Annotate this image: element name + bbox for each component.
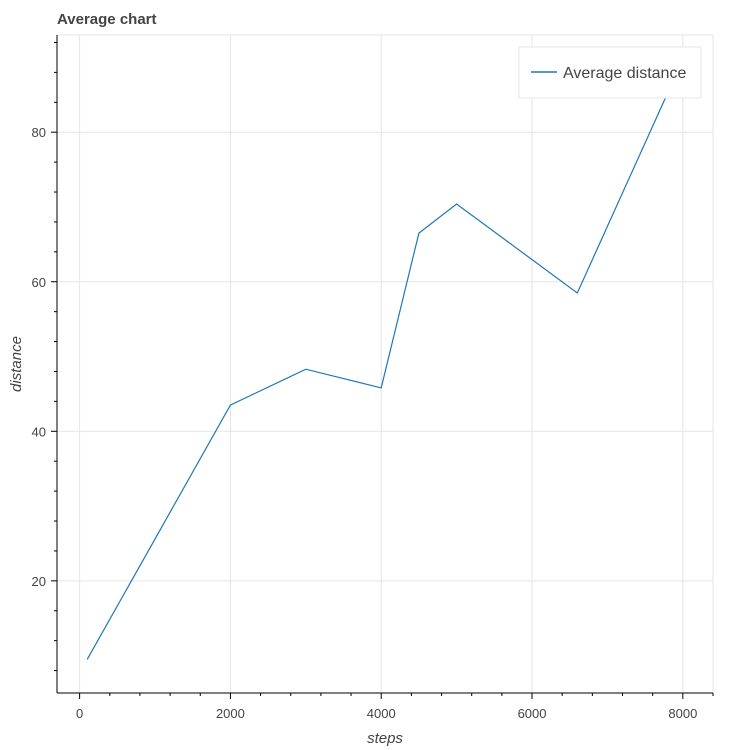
grid-lines bbox=[57, 34, 714, 693]
legend-label: Average distance bbox=[563, 65, 686, 82]
x-tick-label: 6000 bbox=[518, 706, 547, 721]
x-axis-label: steps bbox=[367, 730, 403, 747]
y-tick-label: 80 bbox=[32, 125, 46, 140]
x-tick-label: 8000 bbox=[668, 706, 697, 721]
series-line bbox=[86, 75, 676, 660]
y-tick-label: 60 bbox=[32, 275, 46, 290]
legend[interactable]: Average distance bbox=[518, 46, 702, 99]
axes: 0 2000 4000 6000 8000 20 40 60 80 bbox=[32, 35, 714, 721]
series-layer bbox=[86, 75, 676, 660]
x-tick-label: 4000 bbox=[367, 706, 396, 721]
y-tick-label: 40 bbox=[32, 424, 46, 439]
y-axis-label: distance bbox=[8, 336, 25, 392]
x-tick-label: 0 bbox=[76, 706, 83, 721]
y-tick-label: 20 bbox=[32, 574, 46, 589]
x-tick-label: 2000 bbox=[216, 706, 245, 721]
chart-title: Average chart bbox=[57, 11, 157, 28]
